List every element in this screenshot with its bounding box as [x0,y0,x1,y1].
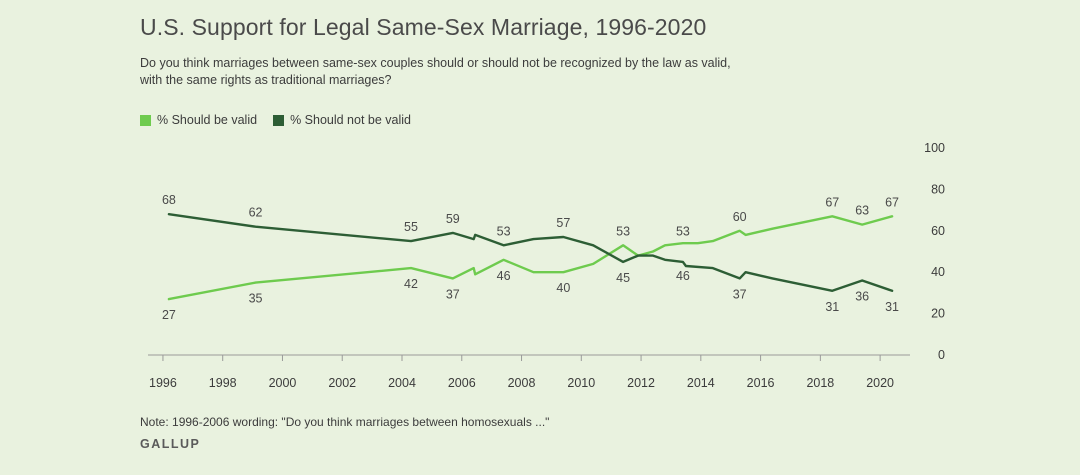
y-tick-label: 60 [931,224,945,238]
data-label: 31 [885,300,899,314]
data-label: 63 [855,204,869,218]
y-tick-label: 20 [931,307,945,321]
x-tick-label: 2020 [866,376,894,390]
legend-item-valid: % Should be valid [140,113,257,127]
data-label: 67 [885,195,899,209]
x-tick-label: 1998 [209,376,237,390]
subtitle-line-2: with the same rights as traditional marr… [140,73,392,87]
data-label: 40 [556,281,570,295]
legend-swatch-valid [140,114,151,126]
y-tick-label: 100 [924,141,945,155]
data-label: 37 [446,287,460,301]
data-label: 62 [249,206,263,220]
y-tick-label: 80 [931,182,945,196]
data-label: 67 [825,195,839,209]
data-label: 53 [616,224,630,238]
legend-label-valid: % Should be valid [157,113,258,127]
data-label: 27 [162,308,176,322]
x-tick-label: 2004 [388,376,416,390]
x-tick-label: 2006 [448,376,476,390]
chart-title: U.S. Support for Legal Same-Sex Marriage… [140,14,707,40]
x-tick-label: 2002 [328,376,356,390]
x-tick-label: 2012 [627,376,655,390]
gallup-brand: GALLUP [140,437,201,451]
data-label: 46 [497,269,511,283]
data-label: 53 [497,224,511,238]
legend: % Should be valid % Should not be valid [140,113,411,127]
data-label: 42 [404,277,418,291]
chart-data-labels: 27 35 42 37 46 40 53 53 60 67 63 67 68 62 55 59 53 57 45 46… [162,193,899,322]
chart-axes: 1996 1998 2000 2002 2004 2006 2008 2010 2012 2014… [148,141,945,390]
x-tick-label: 2008 [508,376,536,390]
data-label: 37 [733,287,747,301]
legend-item-not-valid: % Should not be valid [273,113,411,127]
data-label: 31 [825,300,839,314]
data-label: 59 [446,212,460,226]
subtitle-line-1: Do you think marriages between same-sex … [140,56,731,70]
x-tick-label: 2018 [806,376,834,390]
data-label: 55 [404,220,418,234]
x-tick-label: 2010 [567,376,595,390]
data-label: 46 [676,269,690,283]
x-tick-label: 2000 [269,376,297,390]
data-label: 53 [676,224,690,238]
data-label: 68 [162,193,176,207]
data-label: 45 [616,271,630,285]
series-line-should-not-be-valid [167,213,894,292]
y-tick-label: 40 [931,265,945,279]
legend-swatch-not-valid [273,114,285,126]
x-tick-label: 2014 [687,376,715,390]
data-label: 57 [556,216,570,230]
chart-note: Note: 1996-2006 wording: "Do you think m… [140,415,550,429]
data-label: 36 [855,289,869,303]
x-tick-label: 1996 [149,376,177,390]
chart-series [167,213,894,301]
data-label: 60 [733,210,747,224]
x-tick-label: 2016 [747,376,775,390]
chart-subtitle: Do you think marriages between same-sex … [140,55,840,89]
data-label: 35 [249,292,263,306]
legend-label-not-valid: % Should not be valid [290,113,411,127]
y-tick-label: 0 [938,348,945,362]
